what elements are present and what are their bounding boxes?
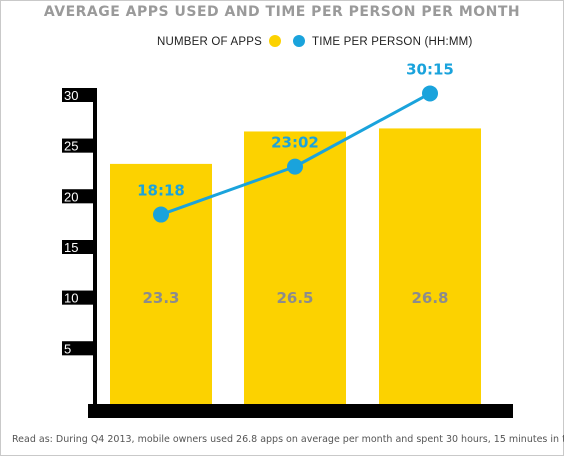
legend-label-apps: NUMBER OF APPS xyxy=(157,36,262,48)
time-point xyxy=(422,85,438,102)
y-tick-mark xyxy=(62,341,94,343)
y-tick-label: 10 xyxy=(64,291,78,306)
y-tick-label: 25 xyxy=(64,139,78,154)
bar xyxy=(244,131,346,404)
y-tick-box xyxy=(62,138,94,153)
y-tick-box xyxy=(62,189,94,204)
bar-value-label: 23.3 xyxy=(142,289,179,307)
bar-value-label: 26.8 xyxy=(411,289,448,307)
legend: NUMBER OF APPS TIME PER PERSON (HH:MM) xyxy=(157,35,473,48)
y-tick-box xyxy=(62,341,94,356)
y-tick-mark xyxy=(62,240,94,242)
y-tick-mark xyxy=(62,138,94,141)
time-point xyxy=(153,206,169,223)
legend-marker-apps xyxy=(269,35,281,47)
bars xyxy=(110,128,481,404)
y-tick-box xyxy=(62,240,94,254)
time-point xyxy=(287,158,303,175)
y-tick-label: 5 xyxy=(64,341,71,356)
y-axis: 5 10 15 20 25 30 xyxy=(62,88,513,418)
y-axis-line xyxy=(93,88,97,404)
time-point-label: 30:15 xyxy=(406,60,454,78)
y-tick-label: 15 xyxy=(64,240,78,255)
legend-label-time: TIME PER PERSON (HH:MM) xyxy=(312,36,473,48)
time-point-label: 23:02 xyxy=(271,134,319,152)
read-as-note: Read as: During Q4 2013, mobile owners u… xyxy=(12,434,564,445)
x-axis-base xyxy=(88,404,513,418)
data-labels: 23.3 26.5 26.8 18:18 23:02 30:15 xyxy=(137,60,454,307)
y-tick-mark xyxy=(62,189,94,191)
chart-title: AVERAGE APPS USED AND TIME PER PERSON PE… xyxy=(44,4,520,20)
bar xyxy=(110,163,212,404)
legend-marker-time xyxy=(293,35,305,47)
y-tick-box xyxy=(62,88,94,102)
y-tick-box xyxy=(62,290,94,305)
y-tick-label: 30 xyxy=(64,88,78,103)
y-tick-label: 20 xyxy=(64,189,78,204)
y-tick-mark xyxy=(62,88,94,90)
bar xyxy=(379,128,481,404)
y-tick-mark xyxy=(62,290,94,293)
bar-value-label: 26.5 xyxy=(276,289,313,307)
time-line xyxy=(153,85,438,223)
time-point-label: 18:18 xyxy=(137,182,185,200)
